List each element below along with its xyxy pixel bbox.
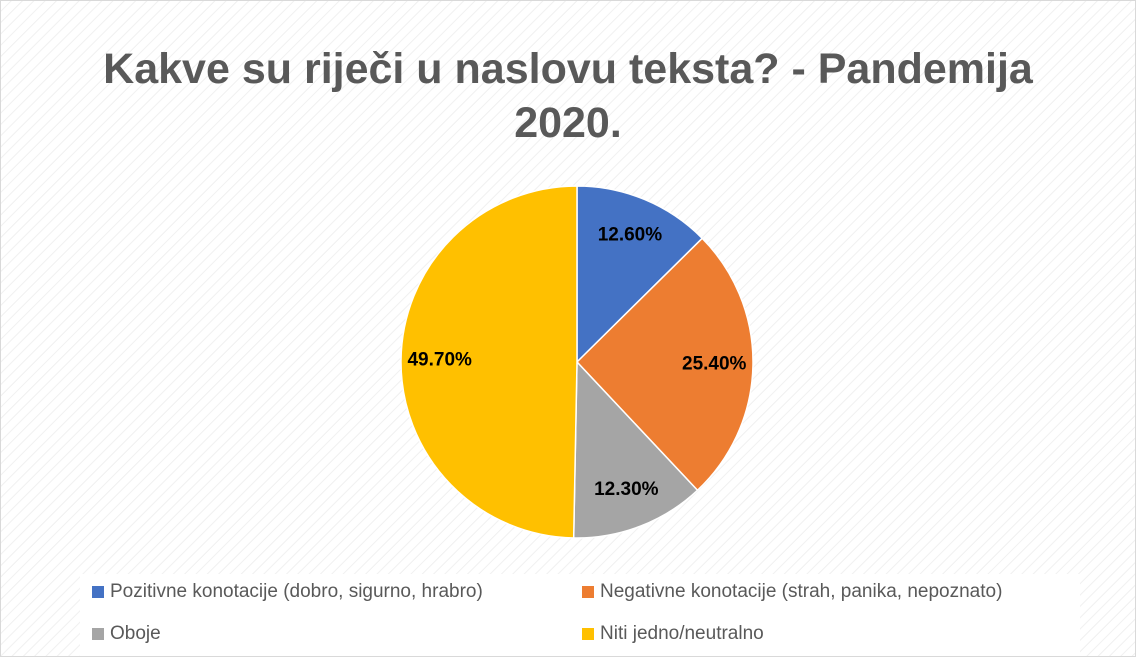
legend-label: Pozitivne konotacije (dobro, sigurno, hr…	[110, 581, 483, 602]
legend-marker	[92, 628, 104, 640]
legend-marker	[92, 586, 104, 598]
legend-label: Oboje	[110, 623, 161, 644]
legend-marker	[582, 628, 594, 640]
chart-title: Kakve su riječi u naslovu teksta? - Pand…	[103, 45, 1033, 147]
legend-label: Niti jedno/neutralno	[600, 623, 764, 644]
data-label: 49.70%	[407, 350, 472, 371]
data-label: 25.40%	[682, 354, 747, 375]
legend-background	[80, 574, 1080, 656]
legend-marker	[582, 586, 594, 598]
pie-slice	[400, 185, 578, 539]
data-label: 12.60%	[598, 224, 663, 245]
legend-label: Negativne konotacije (strah, panika, nep…	[600, 581, 1002, 602]
pie-slice	[576, 185, 704, 364]
data-label: 12.30%	[594, 479, 659, 500]
pie-slice	[575, 237, 754, 492]
pie-slice	[572, 360, 699, 539]
